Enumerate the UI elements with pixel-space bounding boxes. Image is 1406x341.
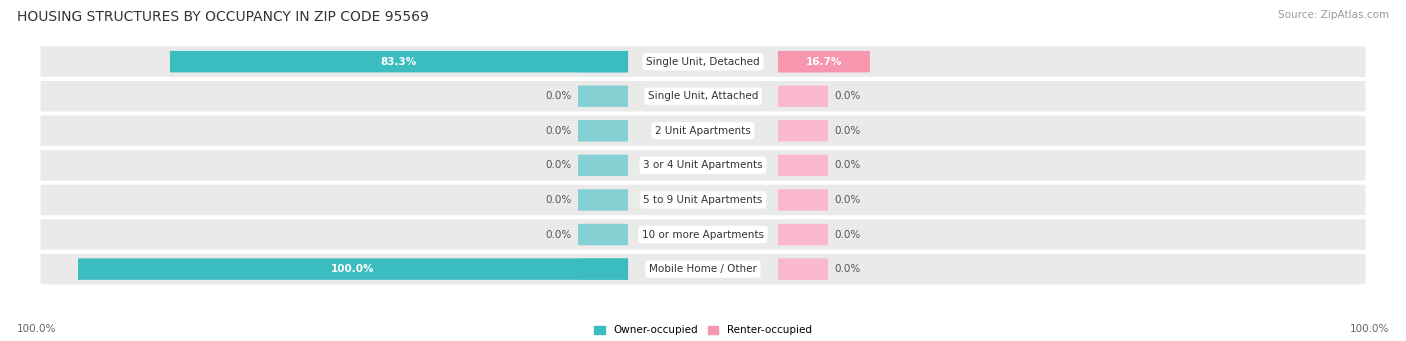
- Text: 0.0%: 0.0%: [546, 195, 572, 205]
- FancyBboxPatch shape: [578, 155, 628, 176]
- Text: 5 to 9 Unit Apartments: 5 to 9 Unit Apartments: [644, 195, 762, 205]
- FancyBboxPatch shape: [778, 120, 828, 142]
- FancyBboxPatch shape: [778, 86, 828, 107]
- Text: 0.0%: 0.0%: [834, 229, 860, 239]
- Text: 83.3%: 83.3%: [381, 57, 418, 66]
- Text: 2 Unit Apartments: 2 Unit Apartments: [655, 126, 751, 136]
- Text: Mobile Home / Other: Mobile Home / Other: [650, 264, 756, 274]
- FancyBboxPatch shape: [578, 51, 628, 72]
- Text: 100.0%: 100.0%: [17, 324, 56, 334]
- Text: 100.0%: 100.0%: [1350, 324, 1389, 334]
- FancyBboxPatch shape: [778, 155, 828, 176]
- Text: 0.0%: 0.0%: [834, 160, 860, 170]
- Text: 16.7%: 16.7%: [806, 57, 842, 66]
- Text: 0.0%: 0.0%: [834, 91, 860, 101]
- FancyBboxPatch shape: [41, 116, 1365, 146]
- Text: 100.0%: 100.0%: [332, 264, 375, 274]
- Text: 10 or more Apartments: 10 or more Apartments: [643, 229, 763, 239]
- FancyBboxPatch shape: [41, 254, 1365, 284]
- FancyBboxPatch shape: [41, 46, 1365, 77]
- Text: 0.0%: 0.0%: [834, 264, 860, 274]
- FancyBboxPatch shape: [41, 185, 1365, 215]
- FancyBboxPatch shape: [79, 258, 628, 280]
- FancyBboxPatch shape: [578, 258, 628, 280]
- FancyBboxPatch shape: [778, 51, 870, 72]
- Text: 0.0%: 0.0%: [834, 195, 860, 205]
- Text: Single Unit, Attached: Single Unit, Attached: [648, 91, 758, 101]
- FancyBboxPatch shape: [778, 51, 828, 72]
- Text: Source: ZipAtlas.com: Source: ZipAtlas.com: [1278, 10, 1389, 20]
- Text: 0.0%: 0.0%: [546, 91, 572, 101]
- FancyBboxPatch shape: [778, 258, 828, 280]
- Text: 0.0%: 0.0%: [546, 126, 572, 136]
- FancyBboxPatch shape: [578, 120, 628, 142]
- Legend: Owner-occupied, Renter-occupied: Owner-occupied, Renter-occupied: [591, 321, 815, 339]
- FancyBboxPatch shape: [778, 189, 828, 211]
- FancyBboxPatch shape: [41, 150, 1365, 181]
- FancyBboxPatch shape: [41, 219, 1365, 250]
- Text: Single Unit, Detached: Single Unit, Detached: [647, 57, 759, 66]
- FancyBboxPatch shape: [170, 51, 628, 72]
- FancyBboxPatch shape: [578, 189, 628, 211]
- Text: 0.0%: 0.0%: [546, 229, 572, 239]
- Text: HOUSING STRUCTURES BY OCCUPANCY IN ZIP CODE 95569: HOUSING STRUCTURES BY OCCUPANCY IN ZIP C…: [17, 10, 429, 24]
- FancyBboxPatch shape: [578, 224, 628, 245]
- Text: 0.0%: 0.0%: [834, 126, 860, 136]
- Text: 3 or 4 Unit Apartments: 3 or 4 Unit Apartments: [643, 160, 763, 170]
- FancyBboxPatch shape: [778, 224, 828, 245]
- Text: 0.0%: 0.0%: [546, 160, 572, 170]
- FancyBboxPatch shape: [41, 81, 1365, 112]
- FancyBboxPatch shape: [578, 86, 628, 107]
